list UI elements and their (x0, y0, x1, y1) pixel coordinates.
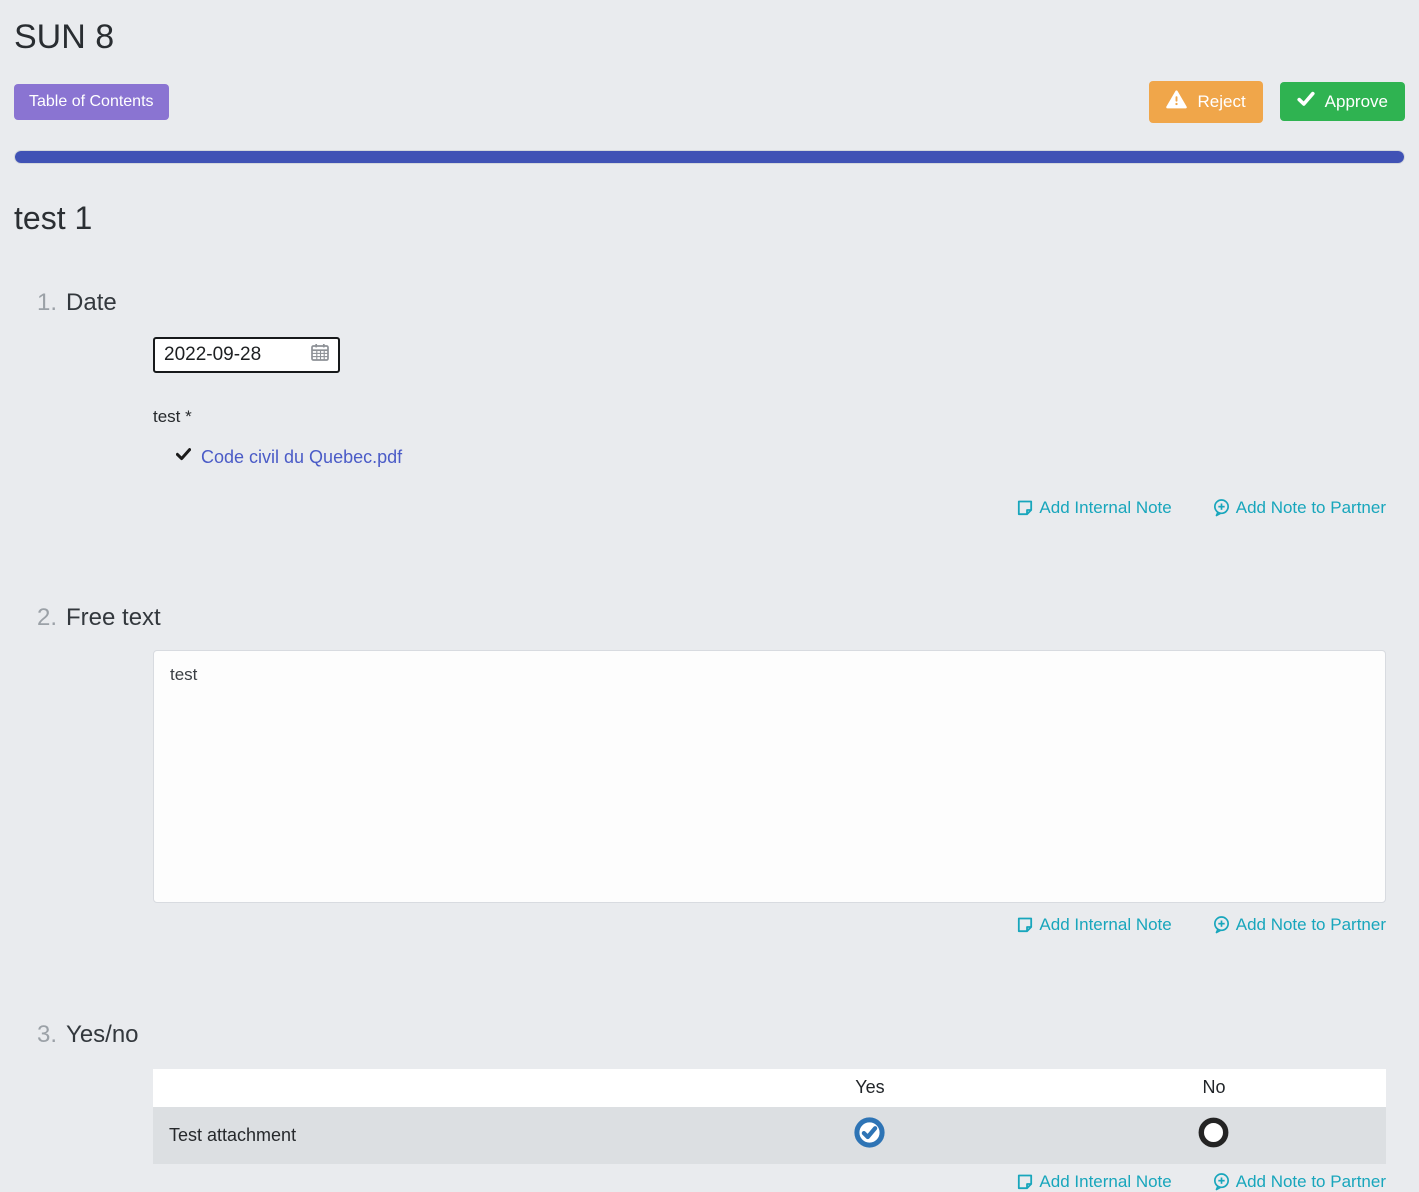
question-2-free-text: 2. Free text test Add Internal Note Add N… (14, 604, 1405, 935)
note-icon (1016, 916, 1034, 934)
question-2-content: test Add Internal Note Add Note to Partn… (153, 649, 1386, 935)
attachment-field-label: test * (153, 406, 192, 426)
question-1-note-actions: Add Internal Note Add Note to Partner (153, 498, 1386, 518)
warning-triangle-icon (1166, 89, 1188, 114)
question-1-date: 1. Date test * Code civil du Quebec.pdf (14, 289, 1405, 518)
question-3-yes-no: 3. Yes/no Yes No Test attachment (14, 1021, 1405, 1192)
add-internal-note-link[interactable]: Add Internal Note (1016, 1171, 1172, 1192)
speech-bubble-plus-icon (1212, 1172, 1231, 1191)
add-internal-note-label: Add Internal Note (1039, 497, 1172, 517)
progress-track (14, 149, 1405, 164)
progress-bar (15, 150, 1404, 163)
table-header-empty (153, 1068, 698, 1107)
reject-button[interactable]: Reject (1149, 80, 1263, 123)
no-radio-cell (1041, 1106, 1386, 1164)
table-header-row: Yes No (153, 1068, 1386, 1107)
attachment-file-link[interactable]: Code civil du Quebec.pdf (201, 446, 403, 467)
add-internal-note-label: Add Internal Note (1039, 914, 1172, 934)
section-title: test 1 (14, 199, 93, 236)
add-internal-note-label: Add Internal Note (1039, 1171, 1172, 1191)
question-3-title: Yes/no (66, 1020, 139, 1048)
table-row: Test attachment (153, 1106, 1386, 1164)
attachment-row: Code civil du Quebec.pdf (175, 446, 1386, 468)
toc-button-label: Table of Contents (29, 92, 154, 110)
speech-bubble-plus-icon (1212, 915, 1231, 934)
add-note-to-partner-label: Add Note to Partner (1235, 497, 1386, 517)
question-3-heading: 3. Yes/no (14, 1021, 1405, 1049)
add-internal-note-link[interactable]: Add Internal Note (1016, 914, 1172, 935)
question-2-title: Free text (66, 603, 161, 631)
question-3-number: 3. (37, 1020, 58, 1048)
date-input[interactable] (164, 343, 310, 366)
speech-bubble-plus-icon (1212, 498, 1231, 517)
question-1-heading: 1. Date (14, 289, 1405, 317)
note-icon (1016, 499, 1034, 517)
header-toolbar: Table of Contents Reject Approve (14, 80, 1405, 123)
question-2-number: 2. (37, 603, 58, 631)
check-icon (1297, 91, 1315, 112)
add-internal-note-link[interactable]: Add Internal Note (1016, 497, 1172, 518)
approve-button[interactable]: Approve (1279, 82, 1405, 121)
approve-button-label: Approve (1324, 91, 1388, 111)
calendar-icon[interactable] (310, 342, 330, 367)
add-note-to-partner-label: Add Note to Partner (1235, 1171, 1386, 1191)
question-2-heading: 2. Free text (14, 604, 1405, 632)
yes-radio-selected[interactable] (854, 1117, 886, 1153)
question-3-content: Yes No Test attachment (153, 1068, 1386, 1192)
no-radio-unselected[interactable] (1198, 1117, 1229, 1153)
question-1-number: 1. (37, 288, 58, 316)
free-text-input[interactable]: test (153, 649, 1386, 903)
table-of-contents-button[interactable]: Table of Contents (14, 83, 169, 120)
question-2-note-actions: Add Internal Note Add Note to Partner (153, 915, 1386, 935)
question-1-title: Date (66, 288, 117, 316)
page-title: SUN 8 (14, 18, 115, 56)
table-header-yes: Yes (697, 1068, 1042, 1107)
yes-radio-cell (697, 1106, 1042, 1164)
table-header-no: No (1041, 1068, 1386, 1107)
attachment-check-icon (175, 448, 192, 466)
note-icon (1016, 1173, 1034, 1191)
add-note-to-partner-link[interactable]: Add Note to Partner (1212, 915, 1386, 935)
add-note-to-partner-link[interactable]: Add Note to Partner (1212, 498, 1386, 518)
reject-button-label: Reject (1197, 91, 1246, 111)
yes-no-table: Yes No Test attachment (153, 1068, 1386, 1164)
add-note-to-partner-link[interactable]: Add Note to Partner (1212, 1172, 1386, 1192)
add-note-to-partner-label: Add Note to Partner (1235, 914, 1386, 934)
date-input-wrapper (153, 336, 340, 373)
question-1-content: test * Code civil du Quebec.pdf Add Inte… (153, 317, 1386, 518)
question-3-note-actions: Add Internal Note Add Note to Partner (153, 1172, 1386, 1192)
row-label: Test attachment (153, 1106, 698, 1164)
